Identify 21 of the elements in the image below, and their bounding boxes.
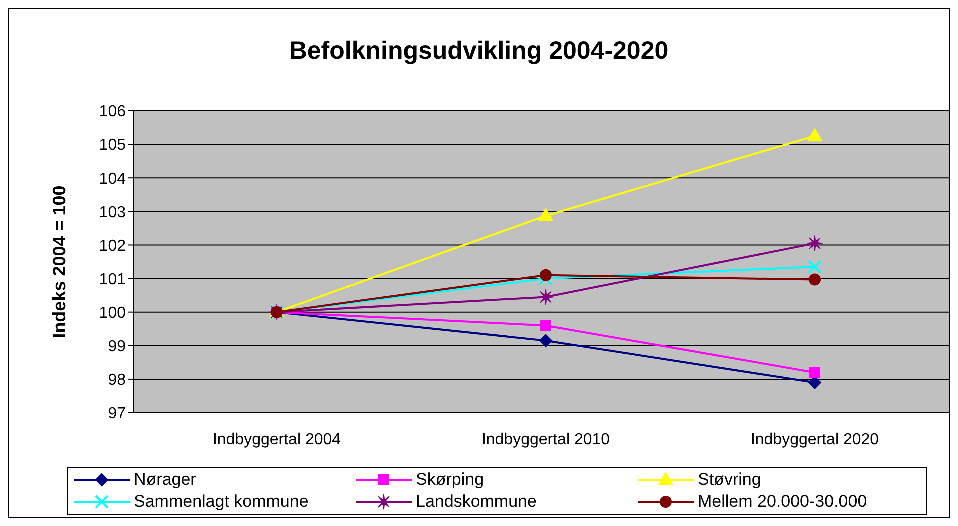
legend-label: Landskommune [416, 492, 537, 512]
y-axis-title: Indeks 2004 = 100 [49, 186, 70, 338]
y-tick-label: 100 [99, 305, 126, 322]
y-tick-label: 98 [108, 372, 126, 390]
x-tick-label: Indbyggertal 2010 [482, 431, 610, 448]
y-tick-label: 97 [108, 406, 126, 423]
x-tick-label: Indbyggertal 2004 [212, 431, 342, 448]
y-tick-label: 101 [99, 271, 126, 288]
y-tick-label: 105 [99, 137, 126, 154]
legend-label: Skørping [416, 470, 484, 490]
x-tick-label: Indbyggertal 2020 [750, 431, 880, 448]
chart-title: Befolkningsudvikling 2004-2020 [288, 37, 670, 66]
y-tick-label: 99 [108, 338, 126, 356]
y-tick-label: 103 [99, 204, 126, 222]
y-tick-label: 104 [99, 170, 126, 188]
y-tick-label: 102 [99, 238, 126, 255]
legend-label: Mellem 20.000-30.000 [698, 492, 868, 512]
legend-label: Nørager [134, 470, 196, 490]
y-tick-label: 106 [99, 104, 126, 121]
legend-label: Sammenlagt kommune [134, 492, 309, 512]
legend-label: Støvring [698, 470, 762, 490]
